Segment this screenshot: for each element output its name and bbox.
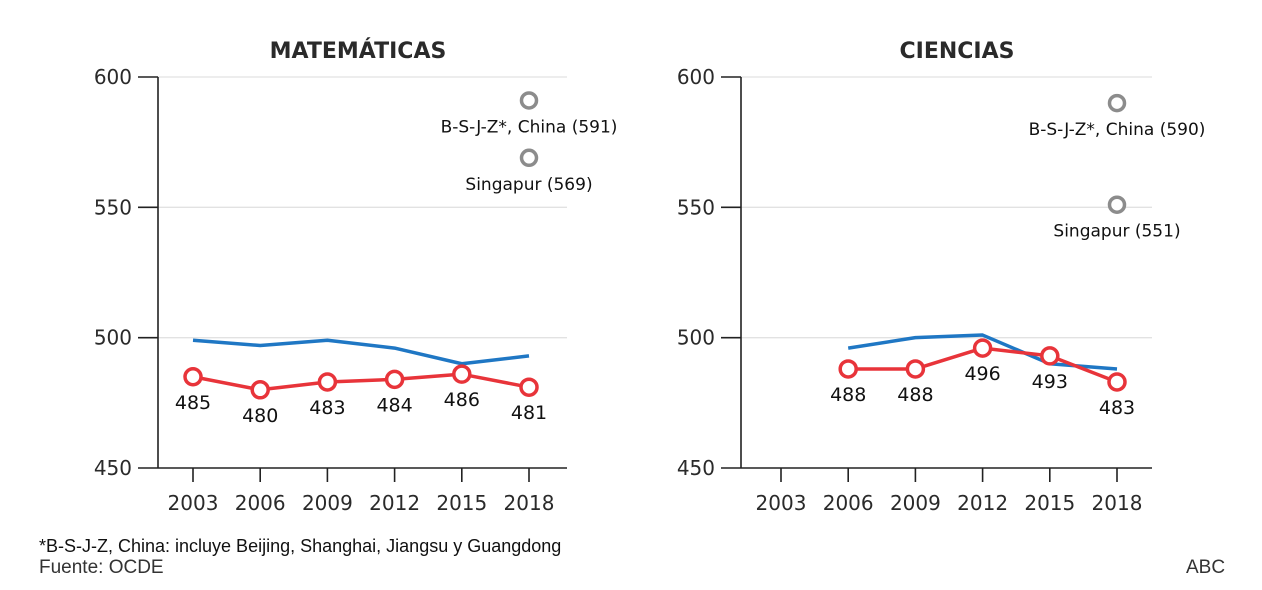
data-label: 481	[511, 402, 547, 424]
data-label: 493	[1032, 371, 1068, 393]
data-label: 486	[444, 389, 480, 411]
annotation-marker	[1107, 195, 1127, 214]
y-tick-label: 550	[94, 195, 132, 219]
y-tick-label: 500	[94, 326, 132, 350]
chart-panel-1: MATEMÁTICAS 450 500 550 600 2003 2006 2009 2012 2…	[94, 38, 618, 515]
y-tick-label: 450	[677, 456, 715, 480]
data-label: 480	[242, 405, 278, 427]
chart-panel-2: CIENCIAS 450 500 550 600 2003 2006 2009 2012 2015…	[677, 39, 1206, 515]
data-label: 483	[309, 397, 345, 419]
data-point	[838, 359, 858, 379]
annotation-label: Singapur (569)	[465, 175, 592, 195]
series-line-2	[192, 372, 530, 392]
data-point	[317, 372, 338, 392]
data-label: 483	[1099, 397, 1135, 419]
data-point	[1107, 372, 1127, 392]
y-tick-label: 600	[94, 65, 132, 89]
y-tick-label: 600	[677, 65, 715, 89]
x-tick-label: 2009	[890, 491, 941, 515]
x-tick-label: 2012	[369, 491, 420, 515]
annotation-marker	[519, 148, 539, 168]
x-tick-label: 2018	[504, 491, 555, 515]
data-label: 485	[175, 392, 211, 414]
data-label: 488	[830, 384, 866, 406]
x-tick-label: 2006	[235, 491, 286, 515]
chart-title: CIENCIAS	[900, 39, 1015, 64]
credit-label: ABC	[1186, 557, 1226, 578]
y-tick-label: 450	[94, 456, 132, 480]
data-point	[972, 338, 993, 358]
y-tick-label: 550	[677, 195, 715, 219]
x-tick-label: 2015	[1024, 491, 1075, 515]
y-tick-label: 500	[677, 326, 715, 350]
data-point	[519, 377, 539, 397]
source-label: Fuente: OCDE	[39, 557, 164, 578]
data-point	[452, 364, 472, 384]
data-label: 496	[964, 363, 1000, 385]
x-tick-label: 2018	[1092, 491, 1143, 515]
x-tick-label: 2003	[168, 491, 219, 515]
x-tick-label: 2012	[957, 491, 1008, 515]
footnote: *B-S-J-Z, China: incluye Beijing, Shangh…	[39, 536, 562, 556]
data-point	[384, 369, 405, 390]
data-point	[183, 367, 203, 387]
annotation-label: Singapur (551)	[1053, 222, 1180, 242]
data-point	[1040, 346, 1060, 366]
x-tick-label: 2003	[756, 491, 807, 515]
x-tick-label: 2009	[302, 491, 353, 515]
annotation-label: B-S-J-Z*, China (590)	[1029, 120, 1206, 140]
data-label: 484	[376, 394, 412, 416]
series-line-1	[192, 338, 530, 366]
chart-title: MATEMÁTICAS	[270, 38, 447, 64]
data-point	[250, 380, 270, 400]
x-tick-label: 2006	[823, 491, 874, 515]
data-label: 488	[897, 384, 933, 406]
annotation-label: B-S-J-Z*, China (591)	[441, 117, 618, 137]
x-tick-label: 2015	[436, 491, 487, 515]
annotation-marker	[519, 91, 539, 110]
annotation-marker	[1107, 93, 1127, 113]
data-point	[905, 359, 926, 379]
